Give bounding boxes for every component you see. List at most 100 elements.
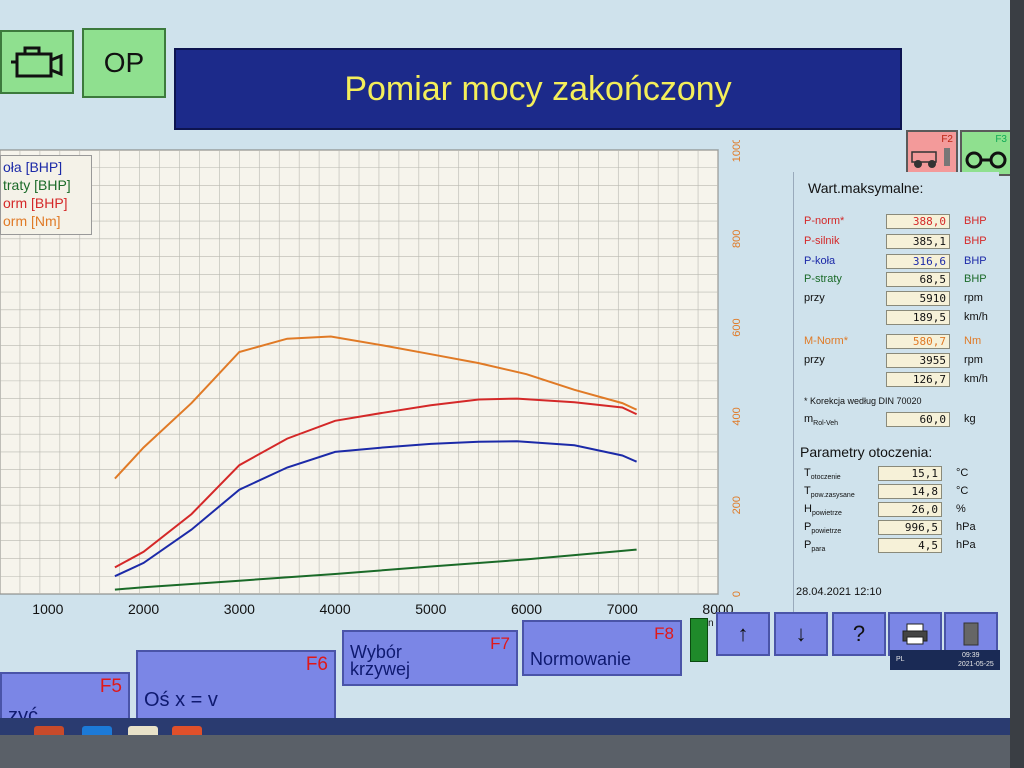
status-indicator <box>690 618 708 662</box>
param-symbol: P <box>804 521 812 533</box>
f7-label-line1: Wybór <box>350 642 402 662</box>
legend-item: orm [Nm] <box>3 213 61 229</box>
row-value: 316,6 <box>886 254 950 269</box>
param-sub: para <box>811 546 826 554</box>
dyno-app-icon[interactable]: ≈ <box>128 726 158 735</box>
mass-unit: kg <box>964 413 976 425</box>
param-unit: hPa <box>956 521 976 533</box>
row-m-rpm: przy 3955 rpm <box>794 353 994 370</box>
page-title: Pomiar mocy zakończony <box>174 48 902 130</box>
arrow-up-icon: ↑ <box>737 621 749 646</box>
y-tick-label: 800 <box>731 230 743 248</box>
scroll-down-button[interactable]: ↓ <box>774 612 828 656</box>
scroll-up-button[interactable]: ↑ <box>716 612 770 656</box>
f2-vehicle-button[interactable]: F2 <box>906 130 958 176</box>
x-tick-label: 1000 <box>32 601 63 617</box>
x-tick-label: 5000 <box>415 601 446 617</box>
row-p-kola: P-koła 316,6 BHP <box>794 254 994 271</box>
row-label: P-silnik <box>804 235 840 247</box>
series-line <box>114 397 638 569</box>
y-tick-label: 200 <box>731 496 743 514</box>
measurement-date: 28.04.2021 12:10 <box>796 586 882 598</box>
row-value: 5910 <box>886 291 950 306</box>
param-row: Ppara 4,5 hPa <box>794 538 994 555</box>
param-sub: powietrze <box>811 528 842 536</box>
row-unit: BHP <box>964 255 987 267</box>
row-label: P-straty <box>804 273 842 285</box>
max-values-panel: Wart.maksymalne: P-norm* 388,0 BHP P-sil… <box>793 172 999 612</box>
param-symbol: T <box>804 485 811 497</box>
f3-key-label: F3 <box>995 134 1007 145</box>
edge-browser-icon[interactable]: e <box>82 726 112 735</box>
series-line <box>114 440 637 578</box>
engine-icon <box>11 46 63 78</box>
op-label: OP <box>103 47 145 78</box>
media-player-icon[interactable]: ▶ <box>34 726 64 735</box>
param-sub: otoczenie <box>810 474 841 482</box>
tray-language: PL <box>896 656 905 663</box>
arrow-down-icon: ↓ <box>795 621 807 646</box>
row-unit: BHP <box>964 215 987 227</box>
chart-legend: oła [BHP] traty [BHP] orm [BHP] orm [Nm] <box>0 155 92 235</box>
legend-item: orm [BHP] <box>3 195 68 211</box>
param-symbol: H <box>804 503 812 515</box>
series-line <box>114 335 638 480</box>
row-p-silnik: P-silnik 385,1 BHP <box>794 234 994 251</box>
row-value: 388,0 <box>886 214 950 229</box>
f7-key-label: F7 <box>490 634 510 653</box>
f6-key-label: F6 <box>305 654 328 675</box>
param-sub: pow.zasysane <box>810 492 855 500</box>
param-unit: °C <box>956 485 969 497</box>
monitor-bezel <box>1010 0 1024 768</box>
y-tick-label: 400 <box>731 407 743 425</box>
x-tick-label: 3000 <box>224 601 255 617</box>
os-taskbar: ▶ e ≈ ◆ <box>0 718 1010 735</box>
tray-time: 09:39 <box>962 652 980 659</box>
op-button[interactable]: OP <box>82 28 166 98</box>
max-values-title: Wart.maksymalne: <box>808 180 924 196</box>
param-value: 26,0 <box>878 502 942 517</box>
engine-button[interactable] <box>0 30 74 94</box>
f3-rollers-button[interactable]: F3 <box>960 130 1010 176</box>
param-label: Ppara <box>804 539 825 553</box>
f6-axis-button[interactable]: F6 Oś x = v <box>136 650 336 720</box>
row-unit: km/h <box>964 311 988 323</box>
params-title: Parametry otoczenia: <box>800 444 933 460</box>
row-mass: mRol-Veh 60,0 kg <box>794 412 994 429</box>
mass-value: 60,0 <box>886 412 950 427</box>
tow-truck-icon <box>911 148 950 168</box>
param-row: Ppowietrze 996,5 hPa <box>794 520 994 537</box>
system-tray: PL 09:39 2021-05-25 <box>890 650 1000 670</box>
row-p-norm: P-norm* 388,0 BHP <box>794 214 994 231</box>
row-label: P-koła <box>804 255 836 267</box>
row-value: 3955 <box>886 353 950 368</box>
row-unit: rpm <box>964 354 983 366</box>
row-unit: Nm <box>964 335 982 347</box>
param-label: Tpow.zasysane <box>804 485 855 499</box>
param-unit: °C <box>956 467 969 479</box>
f2-key-label: F2 <box>941 134 953 145</box>
tray-date: 2021-05-25 <box>958 661 994 668</box>
param-label: Hpowietrze <box>804 503 842 517</box>
page-title-text: Pomiar mocy zakończony <box>344 69 732 108</box>
param-sub: powietrze <box>811 510 842 518</box>
y-tick-label: 600 <box>731 318 743 336</box>
help-button[interactable]: ? <box>832 612 886 656</box>
row-unit: km/h <box>964 373 988 385</box>
y-tick-label: 0 <box>731 591 743 597</box>
mass-symbol: m <box>804 413 814 425</box>
param-value: 996,5 <box>878 520 942 535</box>
param-symbol: P <box>804 539 812 551</box>
series-line <box>114 548 637 591</box>
param-unit: hPa <box>956 539 976 551</box>
row-value: 580,7 <box>886 334 950 349</box>
remote-app-icon[interactable]: ◆ <box>172 726 202 735</box>
row-label: M-Norm* <box>804 335 848 347</box>
f8-normalization-button[interactable]: F8 Normowanie <box>522 620 682 676</box>
row-label: przy <box>804 354 825 366</box>
printer-icon <box>902 623 928 645</box>
f7-curve-select-button[interactable]: F7 Wybór krzywej <box>342 630 518 686</box>
param-value: 4,5 <box>878 538 942 553</box>
din-note: * Korekcja według DIN 70020 <box>804 396 922 406</box>
